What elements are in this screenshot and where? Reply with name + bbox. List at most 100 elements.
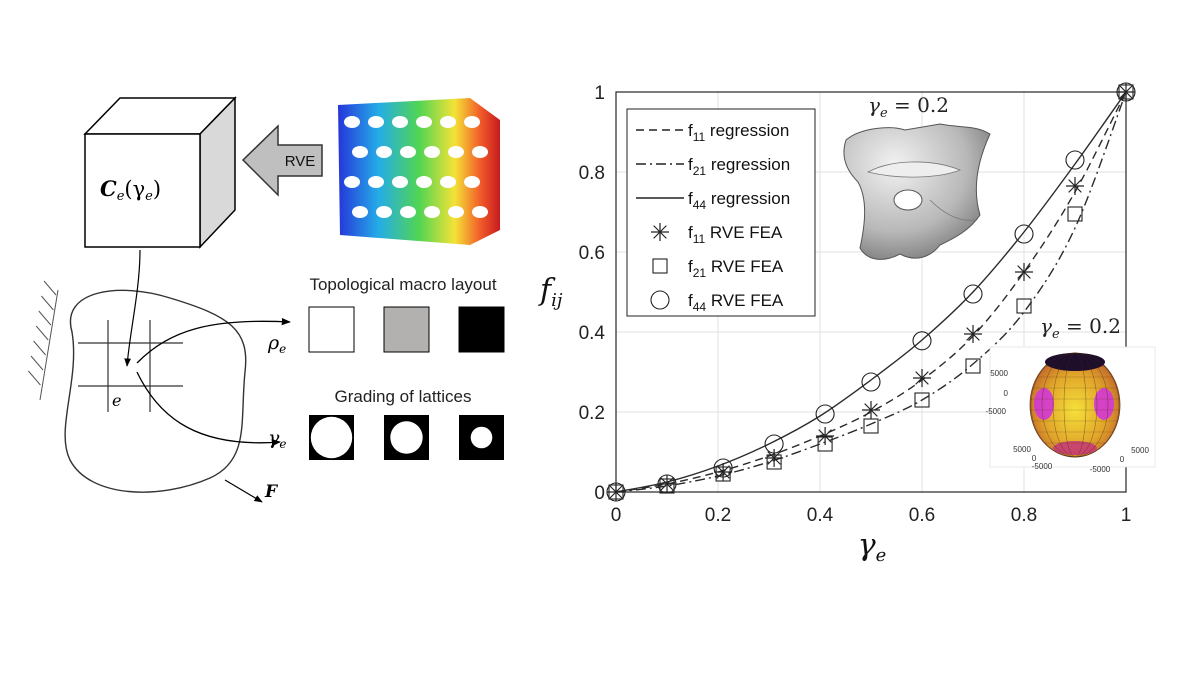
stiffness-cube: Ce(γe) xyxy=(83,96,237,249)
x-tick-label: 0.8 xyxy=(1011,505,1037,526)
marker-square xyxy=(1067,206,1083,222)
marker-asterisk xyxy=(1015,263,1033,281)
lattice-hole-1 xyxy=(310,416,353,459)
sphere-x-tick: -5000 xyxy=(1032,462,1053,471)
marker-circle xyxy=(1065,150,1085,170)
y-axis-label: fij xyxy=(538,273,563,311)
density-swatch-void xyxy=(308,306,355,353)
hatch-line xyxy=(33,340,46,356)
cube-stiffness-label: Ce(γe) xyxy=(100,176,161,204)
legend-item: f21 RVE FEA xyxy=(652,257,784,280)
marker-square xyxy=(817,436,833,452)
x-tick-label: 0.4 xyxy=(807,505,834,526)
legend-label: f11 RVE FEA xyxy=(688,223,783,246)
sphere-z-tick: 0 xyxy=(1004,389,1009,398)
surface-left-lobe xyxy=(1034,388,1054,420)
force-arrow xyxy=(224,479,263,503)
series-layer xyxy=(616,92,1126,492)
lattice-pore xyxy=(448,146,464,158)
hatch-line xyxy=(38,310,52,326)
legend-circle-swatch xyxy=(650,290,670,310)
unit-cell-edge xyxy=(929,199,976,221)
marker-circle xyxy=(912,331,932,351)
marker-square xyxy=(863,418,879,434)
lattice-pore xyxy=(448,206,464,218)
legend-label: f11 regression xyxy=(688,121,789,144)
tick-labels: 0 0.2 0.4 0.6 0.8 1 0 0.2 0.4 0.6 0.8 1 xyxy=(579,83,1132,526)
lattice-pore xyxy=(376,146,392,158)
sphere-z-tick: -5000 xyxy=(986,407,1007,416)
gamma-label: γe xyxy=(268,427,286,451)
lattice-pore xyxy=(440,116,456,128)
lattice-pore xyxy=(472,146,488,158)
y-tick-label: 0.8 xyxy=(579,163,605,184)
sphere-gamma-label: γe = 0.2 xyxy=(1040,314,1121,342)
support-line xyxy=(39,289,59,401)
lattice-pore xyxy=(392,116,408,128)
lattice-pore xyxy=(352,206,368,218)
marker-square xyxy=(1016,298,1032,314)
marker-asterisk xyxy=(714,463,733,481)
element-label: e xyxy=(112,391,121,410)
surface-bottom-lobe xyxy=(1053,441,1097,455)
marker-circle xyxy=(1014,224,1034,244)
y-tick-label: 0 xyxy=(594,483,605,504)
sphere-y-tick: 0 xyxy=(1120,455,1125,464)
lattice-pore xyxy=(352,146,368,158)
chart-legend: f11 regression f21 regression f44 regressi… xyxy=(626,108,816,317)
hatch-line xyxy=(30,355,44,371)
marker-asterisk xyxy=(1066,177,1084,195)
legend-label: f21 regression xyxy=(688,155,790,178)
unit-cell-shape xyxy=(843,123,991,260)
element-grid xyxy=(78,320,183,412)
density-swatch-solid xyxy=(458,306,505,353)
series-line-f11-regression xyxy=(616,92,1126,492)
marker-asterisk xyxy=(913,369,931,387)
axes-frame xyxy=(615,91,1127,493)
legend-label: f44 regression xyxy=(688,189,790,212)
marker-circle xyxy=(713,458,733,478)
hatch-line xyxy=(28,370,41,386)
legend-item: f11 RVE FEA xyxy=(651,223,783,246)
lattice-pore xyxy=(392,176,408,188)
element-to-density-arrow xyxy=(136,317,291,364)
hatch-line xyxy=(41,295,54,311)
design-domain: e F xyxy=(28,249,291,503)
marker-asterisk xyxy=(658,475,676,493)
legend-item: f11 regression xyxy=(636,121,789,144)
lattice-pore xyxy=(440,176,456,188)
series-line-f21-regression xyxy=(616,92,1126,492)
y-tick-label: 0.6 xyxy=(579,243,605,264)
marker-circle xyxy=(963,284,983,304)
series-line-f44-regression xyxy=(616,92,1126,492)
lattice-pore xyxy=(424,146,440,158)
marker-circle xyxy=(861,372,881,392)
rve-lattice-image xyxy=(338,98,500,245)
surface-right-lobe xyxy=(1094,388,1114,420)
legend-label: f21 RVE FEA xyxy=(688,257,784,280)
rve-arrow-shape xyxy=(241,124,323,197)
lattice-pore xyxy=(416,176,432,188)
axes-box xyxy=(615,91,1127,493)
legend-box xyxy=(626,108,816,317)
legend-label: f44 RVE FEA xyxy=(688,291,784,314)
marker-square xyxy=(965,358,981,374)
y-tick-label: 0.4 xyxy=(579,323,606,344)
sphere-z-tick: 5000 xyxy=(990,369,1008,378)
cube-to-element-arrow xyxy=(124,249,141,367)
unit-cell-hole xyxy=(893,189,923,211)
stiffness-chart: 0 0.2 0.4 0.6 0.8 1 0 0.2 0.4 0.6 0.8 1 γe fij f11 … xyxy=(538,82,1156,566)
marker-square xyxy=(914,392,930,408)
marker-asterisk xyxy=(1117,83,1135,101)
rve-arrow-label: RVE xyxy=(285,153,316,170)
lattice-pore xyxy=(464,116,480,128)
unit-cell-inset: γe = 0.2 xyxy=(843,93,991,260)
marker-layer xyxy=(606,82,1136,502)
legend-item: f44 regression xyxy=(636,189,790,212)
marker-square xyxy=(1118,84,1134,100)
sphere-x-tick: 5000 xyxy=(1013,445,1031,454)
y-tick-label: 0.2 xyxy=(579,403,605,424)
